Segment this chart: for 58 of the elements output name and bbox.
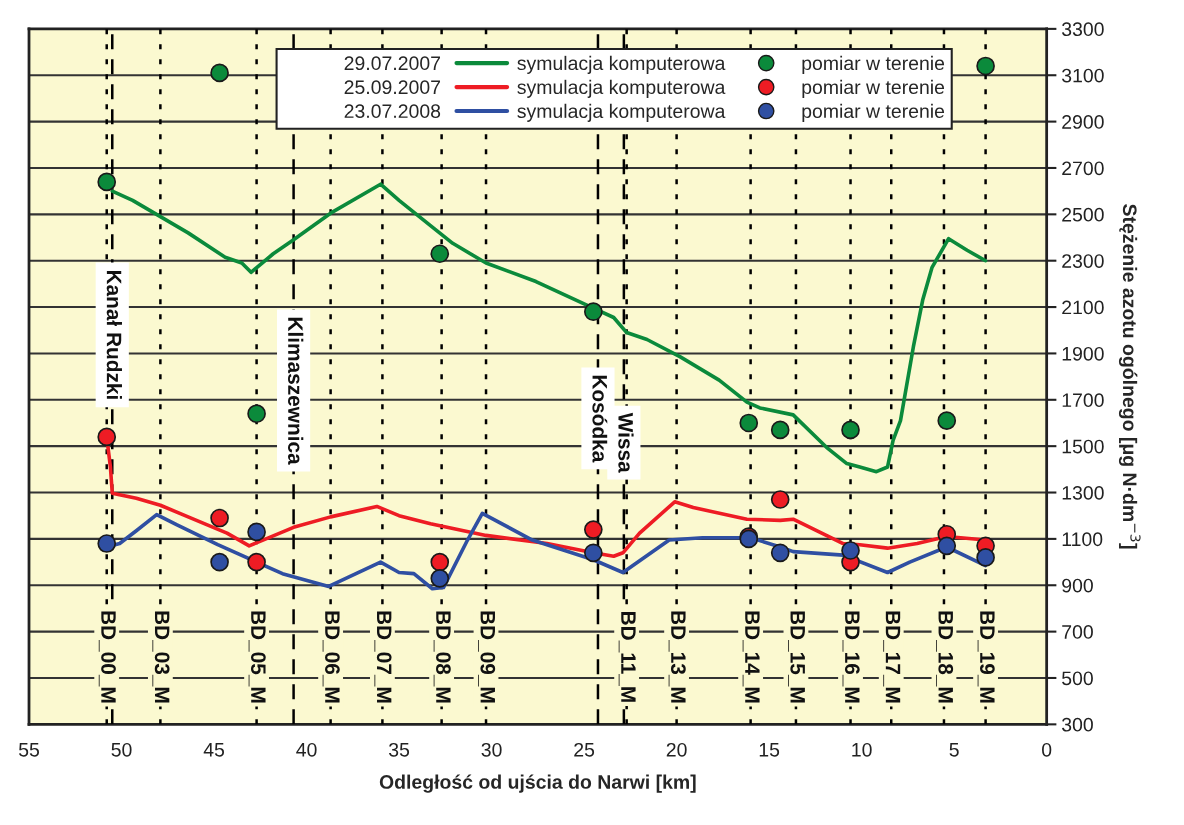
ref-line-label: Kosódka [592, 375, 608, 463]
legend-label: symulacja komputerowa [517, 79, 726, 98]
x-tick-label: 55 [18, 743, 40, 757]
y-tick-label: 2900 [1062, 115, 1104, 129]
ref-line-label: Klimaszewnica [288, 317, 304, 465]
y-tick-label: 3300 [1061, 22, 1104, 37]
x-tick-label: 20 [666, 742, 687, 757]
y-tick-label: 1500 [1062, 439, 1104, 454]
legend-label: symulacja komputerowa [517, 55, 726, 74]
x-tick-label: 25 [574, 742, 595, 757]
y-tick-label: 2100 [1062, 300, 1104, 315]
x-tick-label: 30 [481, 742, 502, 757]
y-tick-label: 1700 [1062, 393, 1104, 408]
ref-line-label: BD_17_M [883, 611, 901, 703]
ref-line-label: BD_16_M [842, 611, 860, 703]
y-tick-label: 1900 [1062, 346, 1104, 361]
legend-label: pomiar w terenie [802, 55, 945, 74]
annotation: 23.07.2008 [344, 104, 441, 119]
ref-line-label: Wissa [618, 412, 634, 473]
ref-line-label: BD_08_M [433, 611, 451, 703]
legend-label: symulacja komputerowa [517, 103, 726, 122]
ref-line-label: BD_05_M [248, 611, 266, 703]
x-tick-label: 5 [949, 743, 959, 757]
ref-line-label: BD_18_M [936, 611, 954, 703]
ref-line-label: BD_06_M [322, 611, 340, 703]
ref-line-label: BD_11_M [618, 611, 636, 702]
x-tick-label: 40 [296, 742, 317, 757]
ref-line-label: BD_07_M [374, 611, 392, 703]
x-tick-label: 10 [852, 742, 872, 757]
y-tick-label: 1100 [1062, 532, 1103, 547]
y-tick-label: 2700 [1062, 161, 1104, 176]
ref-line-label: BD_14_M [742, 611, 760, 703]
y-tick-label: 2500 [1062, 207, 1104, 222]
y-tick-label: 500 [1062, 671, 1093, 686]
ref-line-label: BD_15_M [788, 611, 805, 703]
annotation: 25.09.2007 [344, 80, 441, 95]
ref-line-label: Kanał Rudzki [106, 270, 122, 399]
x-tick-label: 15 [759, 743, 780, 757]
y-tick-label: 2300 [1062, 254, 1104, 268]
ref-line-label: BD_13_M [668, 611, 686, 703]
ref-line-label: BD_19_M [977, 611, 995, 703]
x-tick-label: 45 [203, 743, 225, 757]
y-tick-label: 3100 [1061, 68, 1104, 83]
y-tick-label: 1300 [1062, 485, 1104, 500]
x-tick-label: 35 [388, 742, 410, 757]
ref-line-label: BD_09_M [478, 611, 496, 703]
x-tick-label: 50 [111, 742, 132, 757]
y-tick-label: 900 [1062, 578, 1093, 593]
ref-line-label: BD_03_M [152, 611, 170, 703]
x-tick-label: 0 [1042, 742, 1052, 757]
y-axis-title: Stężenie azotu ogólnego [μg N·dm$^{−3}$] [1118, 204, 1141, 549]
legend-label: pomiar w terenie [802, 103, 945, 122]
legend-label: pomiar w terenie [802, 79, 945, 98]
ref-line-label: BD_00_M [98, 611, 116, 703]
y-tick-label: 700 [1062, 625, 1093, 639]
x-axis-title: Odległość od ujścia do Narwi [km] [379, 774, 696, 793]
y-tick-label: 300 [1061, 717, 1093, 732]
annotation: 29.07.2007 [344, 56, 441, 71]
